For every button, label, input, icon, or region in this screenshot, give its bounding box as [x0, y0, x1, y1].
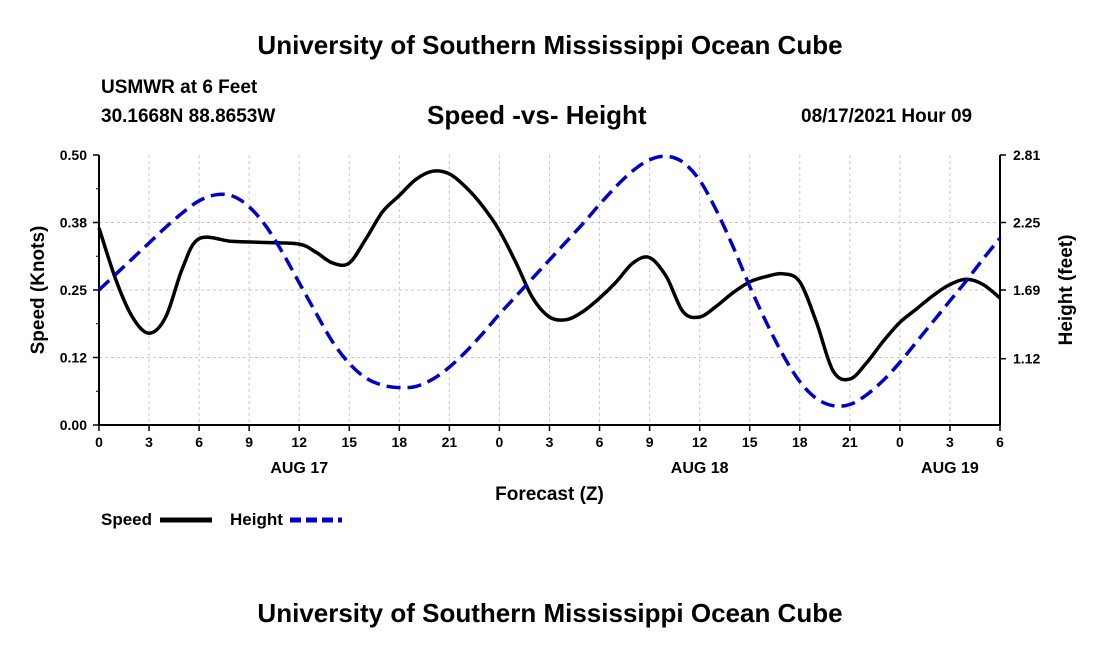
y2-tick-label: 1.69: [1013, 282, 1040, 298]
y2-tick-label: 1.12: [1013, 351, 1040, 367]
x-tick-label: 9: [245, 434, 253, 450]
height-series-line: [97, 154, 1002, 408]
y-tick-label: 0.12: [60, 350, 87, 366]
x-tick-label: 21: [442, 434, 458, 450]
y-tick-label: 0.25: [60, 282, 87, 298]
station-label: USMWR at 6 Feet: [101, 77, 258, 98]
y2-tick-label: 2.25: [1013, 215, 1040, 231]
x-tick-label: 21: [842, 434, 858, 450]
y-tick-label: 0.38: [60, 215, 87, 231]
legend-speed-label: Speed: [101, 510, 152, 529]
coordinates-label: 30.1668N 88.8653W: [101, 106, 276, 127]
x-tick-label: 0: [896, 434, 904, 450]
x-tick-label: 6: [596, 434, 604, 450]
x-tick-label: 0: [95, 434, 103, 450]
forecast-date-label: 08/17/2021 Hour 09: [801, 106, 973, 127]
x-tick-label: 3: [145, 434, 153, 450]
speed-series-line: [97, 169, 1002, 382]
y-axis-label: Speed (Knots): [28, 226, 49, 355]
day-label: AUG 17: [270, 460, 328, 477]
x-tick-label: 3: [946, 434, 954, 450]
x-tick-label: 18: [792, 434, 808, 450]
x-tick-label: 18: [392, 434, 408, 450]
x-tick-label: 15: [742, 434, 758, 450]
x-tick-label: 15: [341, 434, 357, 450]
day-label: AUG 18: [671, 460, 729, 477]
top-title: University of Southern Mississippi Ocean…: [257, 30, 843, 60]
day-label: AUG 19: [921, 460, 979, 477]
y-tick-label: 0.50: [60, 147, 87, 163]
x-tick-label: 6: [195, 434, 203, 450]
x-tick-label: 0: [496, 434, 504, 450]
x-tick-label: 12: [692, 434, 708, 450]
chart-title: Speed -vs- Height: [427, 100, 647, 130]
y-tick-label: 0.00: [60, 417, 87, 433]
legend-height-label: Height: [230, 510, 283, 529]
x-tick-label: 9: [646, 434, 654, 450]
y2-tick-label: 2.81: [1013, 147, 1040, 163]
x-tick-label: 6: [996, 434, 1004, 450]
bottom-title: University of Southern Mississippi Ocean…: [257, 598, 843, 628]
x-tick-label: 12: [291, 434, 307, 450]
x-tick-label: 3: [546, 434, 554, 450]
x-axis-label: Forecast (Z): [495, 484, 604, 505]
y2-axis-label: Height (feet): [1056, 235, 1077, 346]
